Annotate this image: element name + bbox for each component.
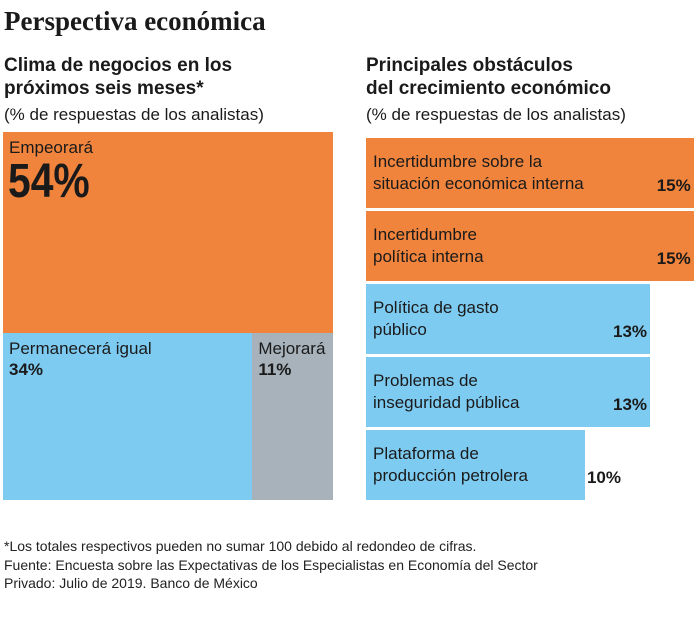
- bar-value: 13%: [613, 322, 648, 341]
- cell-value: 11%: [258, 359, 292, 379]
- bar-value: 13%: [613, 395, 648, 414]
- bar-label: Incertidumbre sobre la situación económi…: [373, 152, 584, 193]
- cell-label: Mejorará: [258, 338, 326, 358]
- bar: [366, 138, 694, 208]
- bar-label: Política de gasto público: [373, 298, 499, 339]
- cell-value: 54%: [8, 155, 90, 208]
- bar-label: Plataforma de producción petrolera: [373, 444, 528, 485]
- chart-subtitle: (% de respuestas de los analistas): [4, 105, 264, 124]
- bar: [366, 284, 651, 354]
- treemap-cell: [3, 332, 253, 500]
- chart-title: Clima de negocios en los próximos seis m…: [4, 55, 233, 99]
- cell-label: Permanecerá igual: [9, 338, 152, 358]
- page-title: Perspectiva económica: [4, 6, 266, 36]
- bar: [366, 430, 585, 500]
- bar-label: Problemas de inseguridad pública: [373, 371, 520, 412]
- footnote: *Los totales respectivos pueden no sumar…: [4, 538, 477, 554]
- bar-label: Incertidumbre política interna: [373, 225, 484, 266]
- treemap-cell: [252, 332, 333, 500]
- bar: [366, 357, 651, 427]
- bar-value: 10%: [586, 468, 621, 487]
- bar-value: 15%: [656, 249, 691, 268]
- bar-value: 15%: [656, 176, 691, 195]
- treemap-cell: [3, 132, 333, 333]
- cell-label: Empeorará: [9, 138, 94, 157]
- source: Fuente: Encuesta sobre las Expectativas …: [4, 557, 538, 591]
- chart-subtitle: (% de respuestas de los analistas): [366, 105, 626, 124]
- chart-title: Principales obstáculos del crecimiento e…: [366, 55, 611, 99]
- cell-value: 34%: [9, 359, 44, 379]
- bar: [366, 211, 694, 281]
